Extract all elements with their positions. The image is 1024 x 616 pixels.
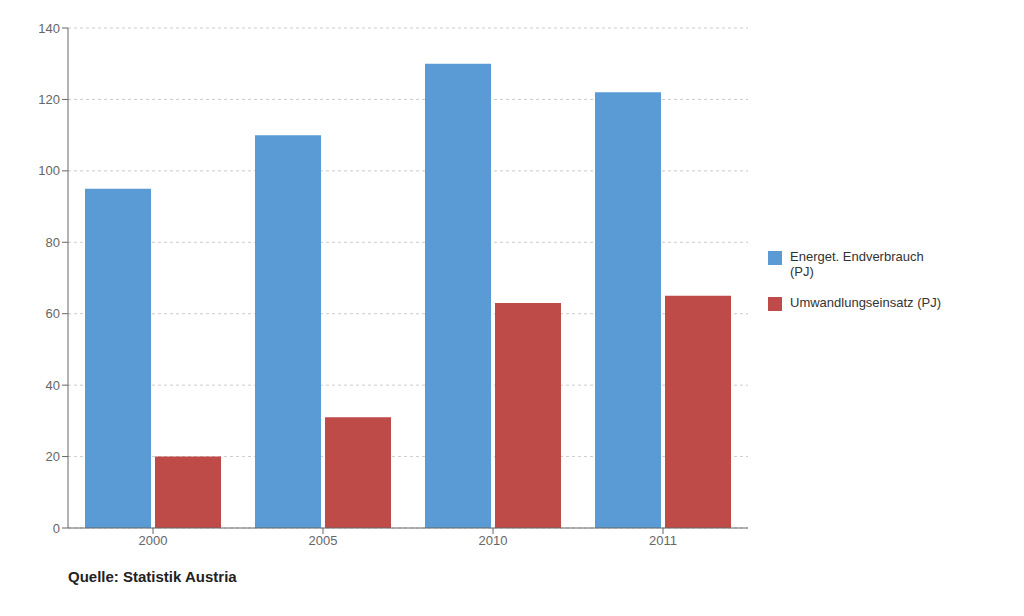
svg-text:140: 140	[38, 21, 60, 36]
svg-text:2000: 2000	[139, 533, 168, 548]
svg-text:100: 100	[38, 163, 60, 178]
svg-text:2010: 2010	[479, 533, 508, 548]
svg-text:0: 0	[53, 521, 60, 536]
html-text:Quelle: Statistik Austria: Quelle: Statistik Austria	[68, 568, 237, 585]
svg-text:40: 40	[46, 378, 60, 393]
html-text:Umwandlungseinsatz (PJ): Umwandlungseinsatz (PJ)	[790, 295, 941, 310]
svg-text:80: 80	[46, 235, 60, 250]
svg-text:2005: 2005	[309, 533, 338, 548]
html-text:Energet. Endverbrauch: Energet. Endverbrauch	[790, 249, 924, 264]
svg-text:2011: 2011	[649, 533, 677, 548]
svg-text:120: 120	[38, 92, 60, 107]
svg-text:20: 20	[46, 449, 60, 464]
svg-text:60: 60	[46, 306, 60, 321]
html-text:(PJ): (PJ)	[790, 264, 814, 279]
